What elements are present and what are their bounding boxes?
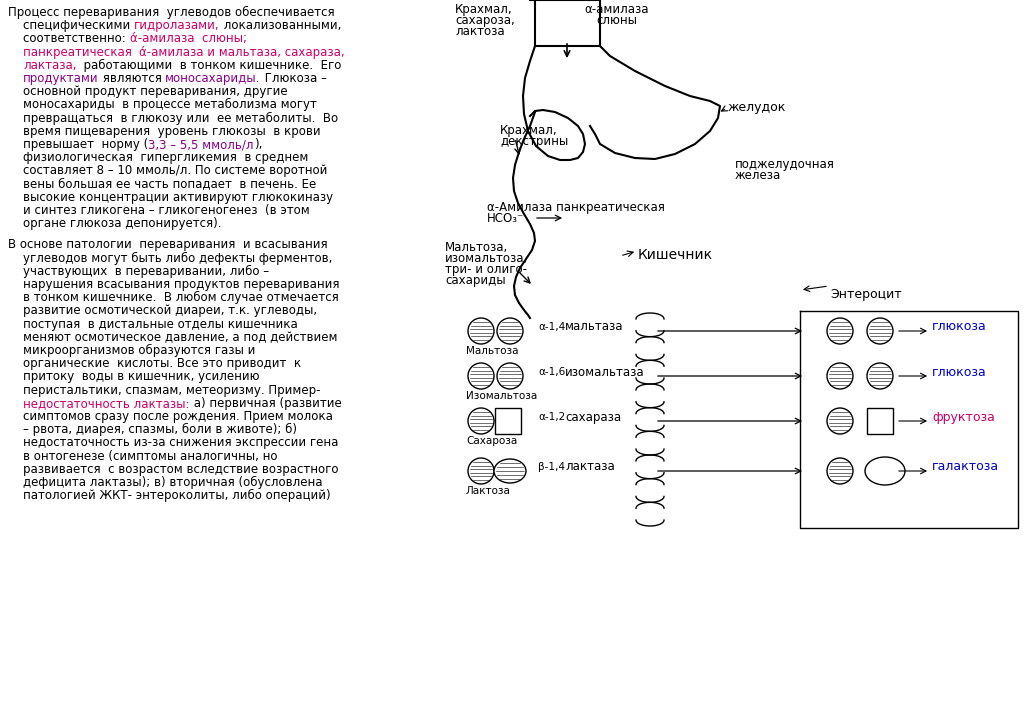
Text: лактаза,: лактаза, xyxy=(23,59,77,72)
Circle shape xyxy=(497,363,523,389)
Text: развитие осмотической диареи, т.к. углеводы,: развитие осмотической диареи, т.к. углев… xyxy=(8,304,317,318)
Text: ά-амилаза  слюны;: ά-амилаза слюны; xyxy=(129,32,247,45)
Text: 3,3 – 5,5 ммоль/л: 3,3 – 5,5 ммоль/л xyxy=(148,138,254,151)
Text: α-1,2: α-1,2 xyxy=(538,412,565,422)
Text: и синтез гликогена – гликогеногенез  (в этом: и синтез гликогена – гликогеногенез (в э… xyxy=(8,204,309,217)
Text: дефицита лактазы); в) вторичная (обусловлена: дефицита лактазы); в) вторичная (обуслов… xyxy=(8,476,323,489)
Text: железа: железа xyxy=(735,169,781,182)
Text: Сахароза: Сахароза xyxy=(466,436,517,446)
Text: моносахариды.: моносахариды. xyxy=(165,72,261,85)
Text: органические  кислоты. Все это приводит  к: органические кислоты. Все это приводит к xyxy=(8,357,301,370)
Circle shape xyxy=(867,363,893,389)
Text: – рвота, диарея, спазмы, боли в животе); б): – рвота, диарея, спазмы, боли в животе);… xyxy=(8,423,297,436)
Text: декстрины: декстрины xyxy=(500,135,568,148)
Text: три- и олиго-: три- и олиго- xyxy=(445,263,527,276)
Text: Энтероцит: Энтероцит xyxy=(830,288,901,301)
Text: α-1,6: α-1,6 xyxy=(538,367,565,377)
Circle shape xyxy=(827,363,853,389)
Text: основной продукт переваривания, другие: основной продукт переваривания, другие xyxy=(8,85,288,98)
Circle shape xyxy=(468,363,494,389)
Text: превышает  норму (: превышает норму ( xyxy=(8,138,148,151)
Text: В основе патологии  переваривания  и всасывания: В основе патологии переваривания и всасы… xyxy=(8,239,328,251)
Ellipse shape xyxy=(865,457,905,485)
Text: органе глюкоза депонируется).: органе глюкоза депонируется). xyxy=(8,217,221,230)
Text: мальтаза: мальтаза xyxy=(565,321,624,333)
Text: а) первичная (развитие: а) первичная (развитие xyxy=(189,397,341,409)
Text: желудок: желудок xyxy=(728,102,786,114)
Text: моносахариды  в процессе метаболизма могут: моносахариды в процессе метаболизма могу… xyxy=(8,98,316,112)
Ellipse shape xyxy=(494,459,526,483)
Text: Процесс переваривания  углеводов обеспечивается: Процесс переваривания углеводов обеспечи… xyxy=(8,6,335,19)
Text: α-Амилаза панкреатическая: α-Амилаза панкреатическая xyxy=(487,201,665,214)
Text: изомальтоза,: изомальтоза, xyxy=(445,252,528,265)
Circle shape xyxy=(827,458,853,484)
Text: глюкоза: глюкоза xyxy=(932,366,987,378)
Circle shape xyxy=(468,458,494,484)
Text: НСО₃⁻: НСО₃⁻ xyxy=(487,212,524,225)
Bar xyxy=(867,408,893,434)
Bar xyxy=(495,408,521,434)
Text: недостаточность лактазы:: недостаточность лактазы: xyxy=(23,397,189,409)
Text: галактоза: галактоза xyxy=(932,460,999,474)
Text: работающими  в тонком кишечнике.  Его: работающими в тонком кишечнике. Его xyxy=(77,59,342,72)
Text: α-1,4: α-1,4 xyxy=(538,322,565,332)
Text: высокие концентрации активируют глюкокиназу: высокие концентрации активируют глюкокин… xyxy=(8,191,333,204)
Text: лактаза: лактаза xyxy=(565,460,614,474)
Text: Мальтоза,: Мальтоза, xyxy=(445,241,508,254)
Text: участвующих  в переваривании, либо –: участвующих в переваривании, либо – xyxy=(8,265,269,278)
Text: превращаться  в глюкозу или  ее метаболиты.  Во: превращаться в глюкозу или ее метаболиты… xyxy=(8,112,338,125)
Circle shape xyxy=(827,318,853,344)
Text: сахароза,: сахароза, xyxy=(455,14,515,27)
Text: β-1,4: β-1,4 xyxy=(538,462,565,472)
Text: фруктоза: фруктоза xyxy=(932,410,995,424)
Text: гидролазами,: гидролазами, xyxy=(134,19,219,32)
Text: недостаточность из-за снижения экспрессии гена: недостаточность из-за снижения экспресси… xyxy=(8,436,338,450)
Text: ),: ), xyxy=(254,138,262,151)
Text: сахариды: сахариды xyxy=(445,274,506,287)
Text: физиологическая  гипергликемия  в среднем: физиологическая гипергликемия в среднем xyxy=(8,151,308,164)
Text: развивается  с возрастом вследствие возрастного: развивается с возрастом вследствие возра… xyxy=(8,463,339,476)
Text: меняют осмотическое давление, а под действием: меняют осмотическое давление, а под дейс… xyxy=(8,331,338,344)
Text: Мальтоза: Мальтоза xyxy=(466,346,518,356)
Text: Изомальтоза: Изомальтоза xyxy=(466,391,538,401)
Text: ά-амилаза и мальтаза, сахараза,: ά-амилаза и мальтаза, сахараза, xyxy=(139,46,345,59)
Text: сахараза: сахараза xyxy=(565,410,622,424)
Text: слюны: слюны xyxy=(597,14,638,27)
Text: микроорганизмов образуются газы и: микроорганизмов образуются газы и xyxy=(8,344,255,357)
Text: патологией ЖКТ- энтероколиты, либо операций): патологией ЖКТ- энтероколиты, либо опера… xyxy=(8,489,331,502)
Text: Глюкоза –: Глюкоза – xyxy=(261,72,327,85)
Text: составляет 8 – 10 ммоль/л. По системе воротной: составляет 8 – 10 ммоль/л. По системе во… xyxy=(8,164,328,177)
Text: время пищеварения  уровень глюкозы  в крови: время пищеварения уровень глюкозы в кров… xyxy=(8,125,321,138)
Text: панкреатическая: панкреатическая xyxy=(8,46,139,59)
Text: глюкоза: глюкоза xyxy=(932,321,987,333)
Circle shape xyxy=(497,318,523,344)
Circle shape xyxy=(468,318,494,344)
Text: углеводов могут быть либо дефекты ферментов,: углеводов могут быть либо дефекты фермен… xyxy=(8,251,333,265)
Text: притоку  воды в кишечник, усилению: притоку воды в кишечник, усилению xyxy=(8,371,259,383)
Text: в онтогенезе (симптомы аналогичны, но: в онтогенезе (симптомы аналогичны, но xyxy=(8,450,278,462)
Text: Крахмал,: Крахмал, xyxy=(455,3,513,16)
Text: Кишечник: Кишечник xyxy=(638,248,713,262)
Text: являются: являются xyxy=(98,72,165,85)
Circle shape xyxy=(468,408,494,434)
Text: вены большая ее часть попадает  в печень. Ее: вены большая ее часть попадает в печень.… xyxy=(8,178,316,191)
Text: Лактоза: Лактоза xyxy=(466,486,511,496)
Text: перистальтики, спазмам, метеоризму. Пример-: перистальтики, спазмам, метеоризму. Прим… xyxy=(8,383,321,397)
Text: изомальтаза: изомальтаза xyxy=(565,366,645,378)
Text: поступая  в дистальные отделы кишечника: поступая в дистальные отделы кишечника xyxy=(8,318,298,330)
Text: нарушения всасывания продуктов переваривания: нарушения всасывания продуктов переварив… xyxy=(8,278,340,291)
Text: поджелудочная: поджелудочная xyxy=(735,158,835,171)
Text: α-амилаза: α-амилаза xyxy=(585,3,649,16)
Circle shape xyxy=(827,408,853,434)
Text: симптомов сразу после рождения. Прием молока: симптомов сразу после рождения. Прием мо… xyxy=(8,410,333,423)
Circle shape xyxy=(867,318,893,344)
Text: Крахмал,: Крахмал, xyxy=(500,124,558,137)
Text: лактоза: лактоза xyxy=(455,25,505,38)
Text: соответственно:: соответственно: xyxy=(8,32,129,45)
Text: в тонком кишечнике.  В любом случае отмечается: в тонком кишечнике. В любом случае отмеч… xyxy=(8,291,339,304)
Text: специфическими: специфическими xyxy=(8,19,134,32)
Text: локализованными,: локализованными, xyxy=(219,19,341,32)
Text: продуктами: продуктами xyxy=(23,72,98,85)
